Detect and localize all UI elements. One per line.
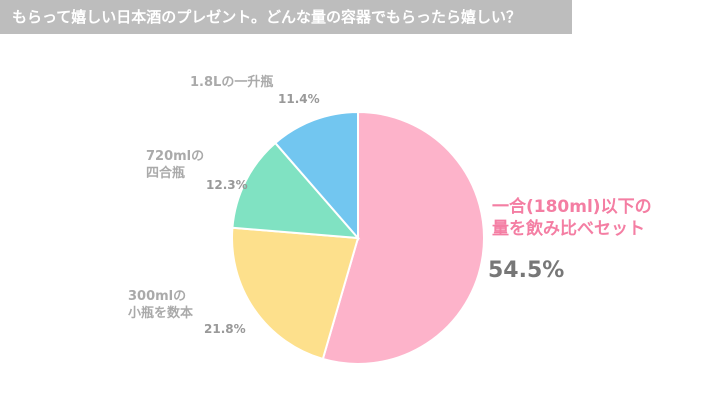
value-label: 21.8%: [204, 322, 246, 336]
value-label: 11.4%: [278, 92, 320, 106]
value-label: 54.5%: [488, 258, 565, 283]
slice-label: 1.8Lの一升瓶: [190, 75, 274, 90]
value-label: 12.3%: [206, 178, 248, 192]
pie-slice: [231, 141, 361, 240]
slice-label: 720mlの 四合瓶: [146, 149, 205, 181]
pie-slice: [273, 110, 359, 241]
chart-title: もらって嬉しい日本酒のプレゼント。どんな量の容器でもらったら嬉しい？: [0, 0, 572, 34]
slice-label: 300mlの 小瓶を数本: [128, 289, 194, 321]
pie-slice: [231, 226, 360, 361]
slice-label: 一合(180ml)以下の 量を飲み比べセット: [492, 197, 652, 239]
pie-slice: [321, 110, 485, 365]
